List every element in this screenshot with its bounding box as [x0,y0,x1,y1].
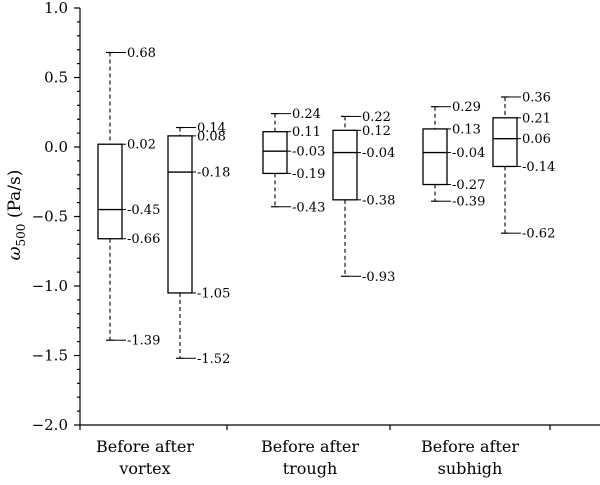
q1-value-label: -0.38 [362,193,395,208]
y-axis-label: ω500 (Pa/s) [5,170,28,261]
boxes: 0.68 0.02 -0.45 -0.66 -1.39 0.140.08 -0.18 -1.0… [97,46,555,367]
max-value-label: 0.14 [197,121,226,136]
y-tick-label: 1.0 [44,0,68,17]
q1-value-label: -0.27 [452,178,485,193]
box-subhigh-after: 0.36 0.21 0.06 -0.14 -0.62 [492,90,555,242]
min-value-label: -0.43 [292,200,325,215]
q3-value-label: 0.02 [127,138,156,153]
median-value-label: -0.03 [292,145,325,160]
q3-value-label: 0.12 [362,124,391,139]
y-tick-label: 0.5 [44,69,68,87]
max-value-label: 0.24 [292,107,321,122]
box-trough-before: 0.24 0.11 -0.03 -0.19 -0.43 [262,107,325,215]
x-category-label-line2: vortex [118,459,170,478]
y-axis-title: ω500 (Pa/s) [5,170,28,261]
q3-value-label: 0.21 [522,111,551,126]
min-value-label: -1.39 [127,334,160,349]
iqr-box [492,117,518,168]
iqr-box [167,135,193,294]
median-value-label: -0.04 [362,146,395,161]
iqr-box [332,129,358,201]
q3-value-label: 0.08 [197,129,226,144]
median-value-label: -0.45 [127,203,160,218]
max-value-label: 0.68 [127,46,156,61]
max-value-label: 0.36 [522,90,551,105]
min-value-label: -0.93 [362,270,395,285]
q1-value-label: -1.05 [197,286,230,301]
q1-value-label: -0.66 [127,232,160,247]
box-subhigh-before: 0.29 0.13 -0.04 -0.27 -0.39 [422,100,485,210]
y-axis-subscript: 500 [14,224,28,247]
box-trough-after: 0.220.12 -0.04 -0.38 -0.93 [332,110,395,285]
y-tick-label: −2.0 [32,416,68,434]
x-category-labels: Before after vortex Before after trough Befo… [96,437,519,478]
max-value-label: 0.29 [452,100,481,115]
q3-value-label: 0.13 [452,122,481,137]
min-value-label: -0.62 [522,227,555,242]
max-value-label: 0.22 [362,110,391,125]
y-axis-unit: (Pa/s) [5,170,25,224]
x-category-label-line1: Before after [421,437,519,456]
q1-value-label: -0.19 [292,167,325,182]
median-value-label: 0.06 [522,132,551,147]
iqr-box [422,128,448,186]
iqr-box [97,143,123,240]
median-value-label: -0.18 [197,166,230,181]
min-value-label: -0.39 [452,195,485,210]
y-tick-label: 0.0 [44,138,68,156]
y-axis-symbol: ω [5,246,25,260]
axes: 1.0 0.5 0.0 −0.5 −1.0 −1.5 −2.0 [32,0,600,434]
x-category-label-line1: Before after [261,437,359,456]
min-value-label: -1.52 [197,352,230,367]
x-category-label-line1: Before after [96,437,194,456]
x-category-label-line2: trough [283,459,338,478]
y-tick-label: −1.0 [32,277,68,295]
x-category-label-line2: subhigh [438,459,503,478]
q3-value-label: 0.11 [292,125,321,140]
y-tick-label: −1.5 [32,347,68,365]
box-vortex-after: 0.140.08 -0.18 -1.05 -1.52 [167,121,230,367]
q1-value-label: -0.14 [522,160,555,175]
median-value-label: -0.04 [452,146,485,161]
box-vortex-before: 0.68 0.02 -0.45 -0.66 -1.39 [97,46,160,349]
iqr-box [262,131,288,175]
y-tick-label: −0.5 [32,208,68,226]
